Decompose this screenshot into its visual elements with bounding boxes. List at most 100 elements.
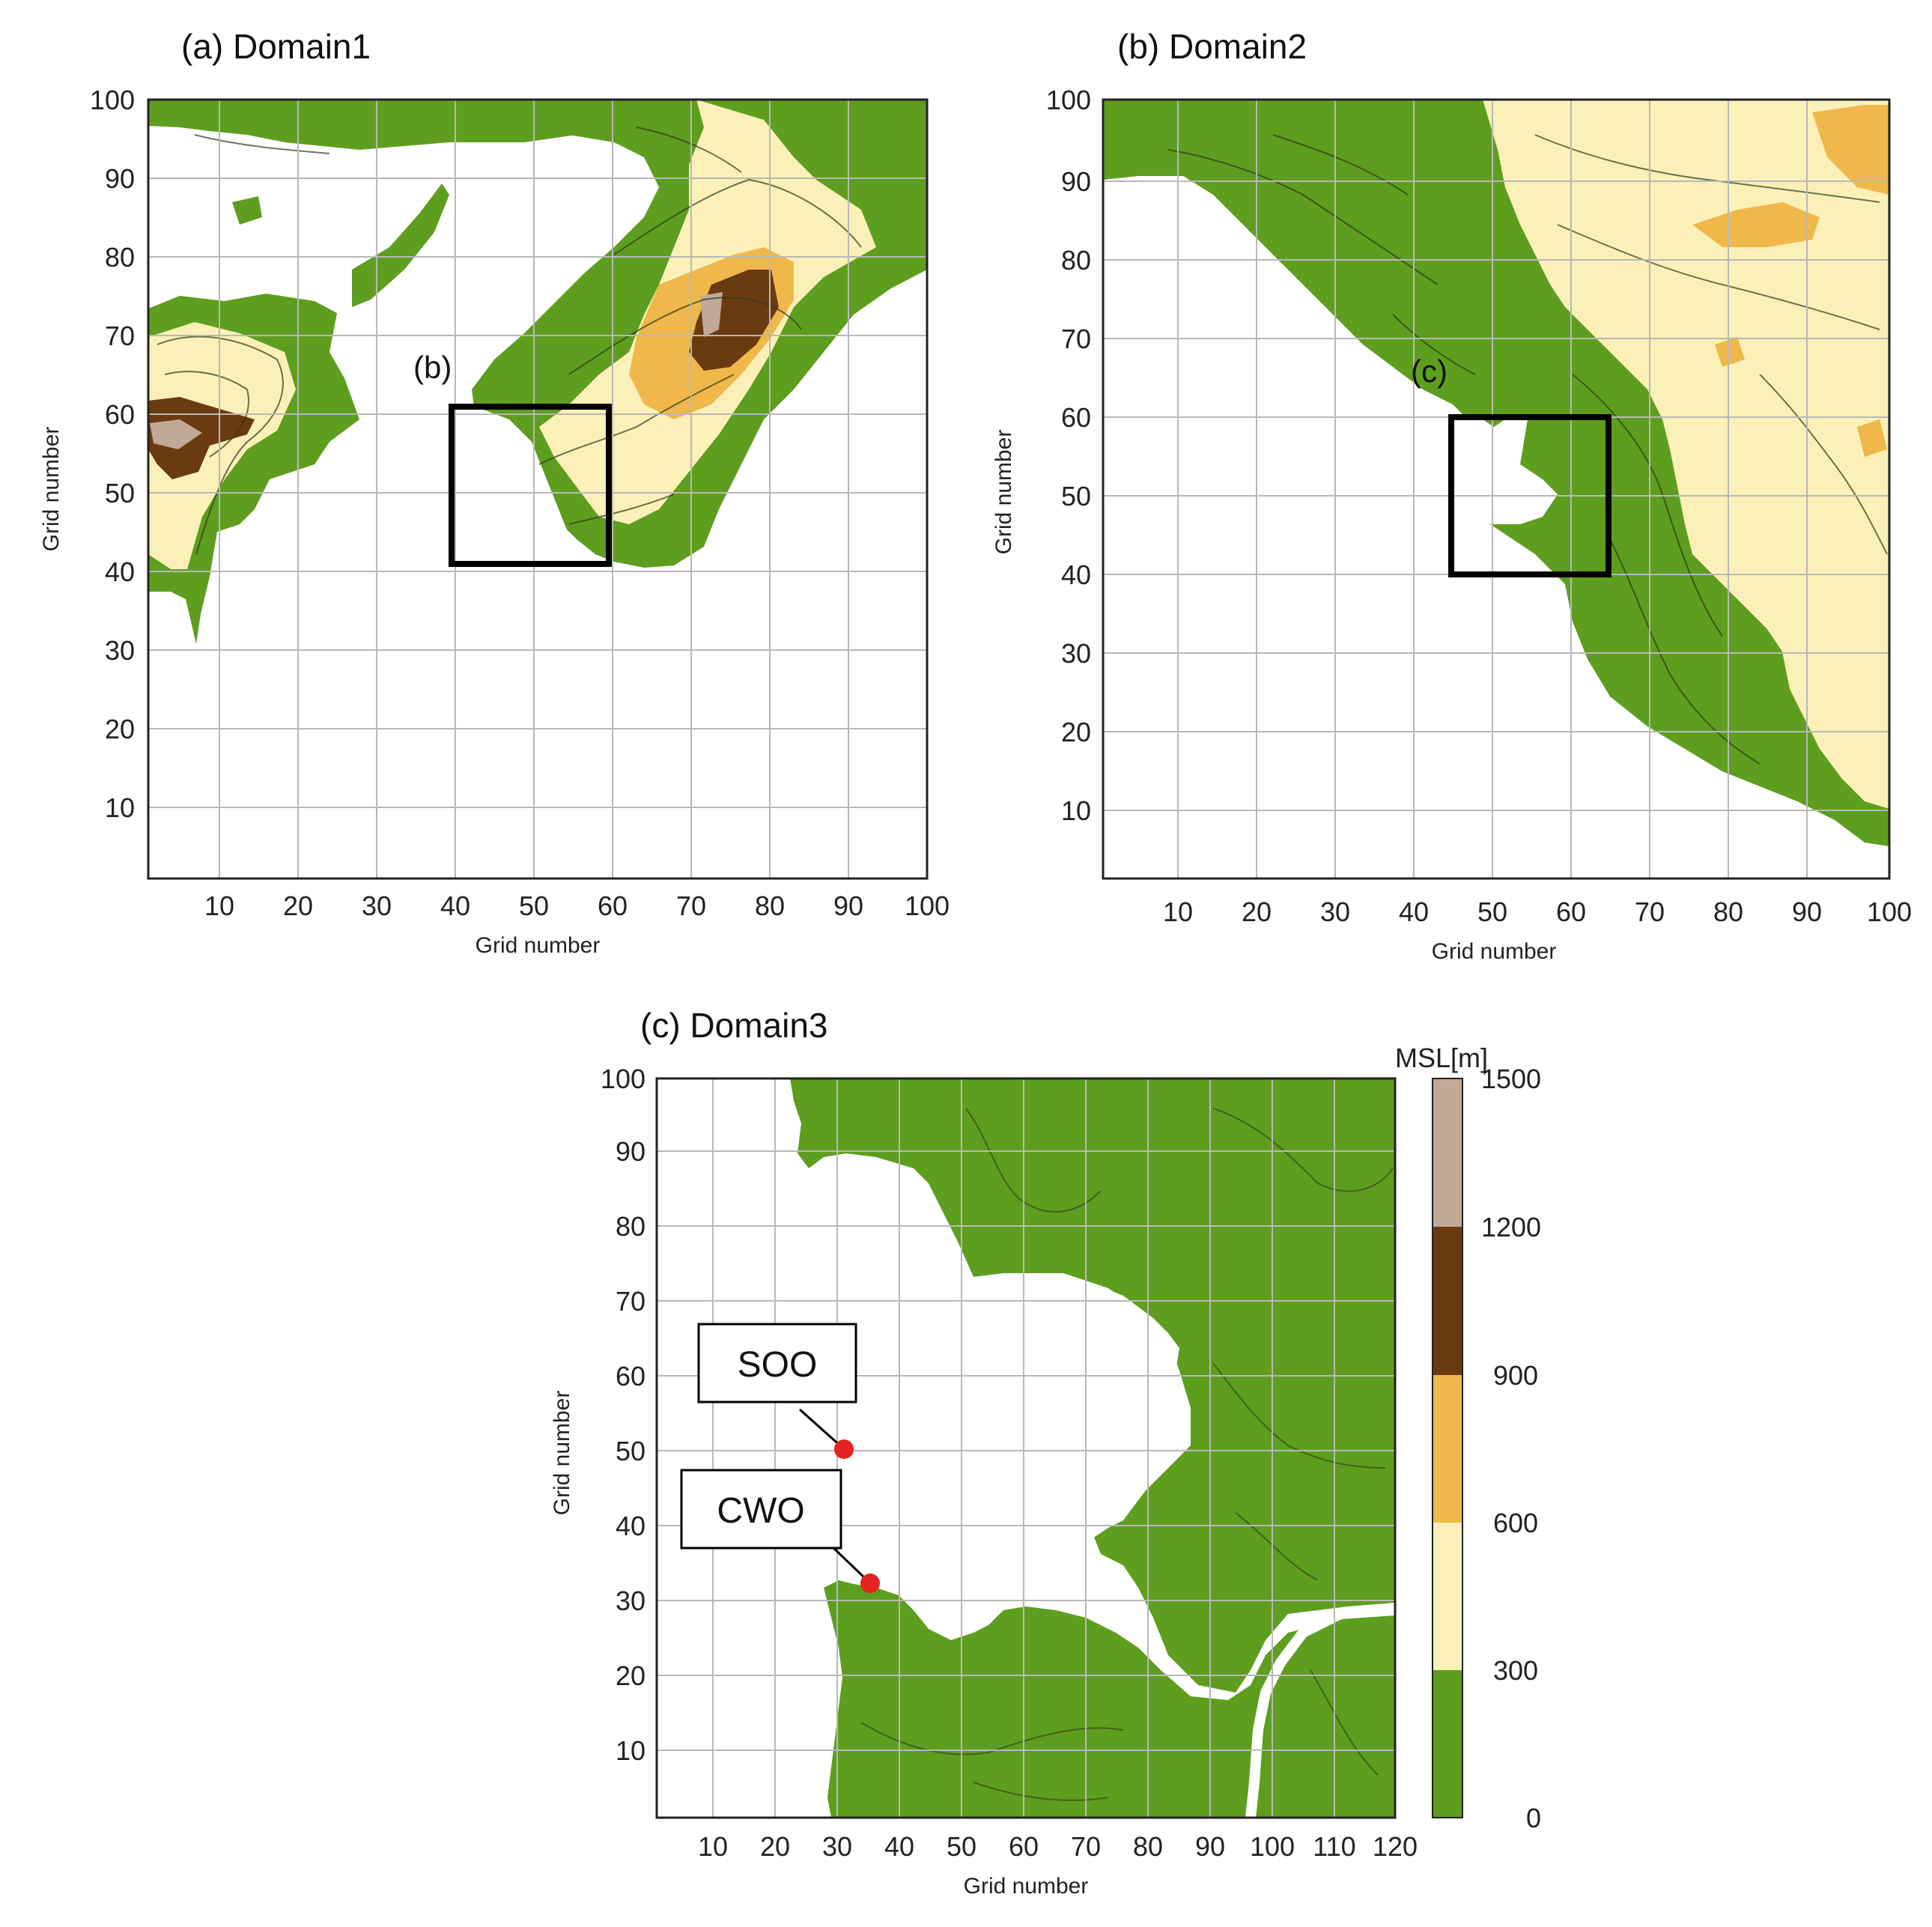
panel-c-title: (c) Domain3 <box>640 1006 828 1045</box>
panel-c-ytick: 60 <box>616 1361 645 1392</box>
panel-b-contours <box>1167 134 1888 765</box>
colorbar-tick: 900 <box>1493 1360 1538 1391</box>
panel-c-ytick: 100 <box>601 1063 645 1094</box>
panel-a-ytick: 70 <box>105 321 135 351</box>
panel-b-xlabel: Grid number <box>1432 939 1557 964</box>
panel-c-ytick: 70 <box>616 1286 645 1317</box>
panel-b-title: (b) Domain2 <box>1117 27 1307 66</box>
panel-c-water-central <box>831 1183 1191 1610</box>
panel-b-xtick: 80 <box>1713 896 1743 927</box>
panel-a-mountain-west <box>148 397 255 479</box>
colorbar-segment-1200-1500 <box>1433 1078 1462 1227</box>
panel-a-xtick: 10 <box>204 890 234 921</box>
panel-c-ylabel: Grid number <box>550 1391 574 1516</box>
panel-b-terrain <box>1103 100 1889 878</box>
station-cwo-leader <box>830 1544 869 1582</box>
panel-b: (b) Domain2 <box>991 27 1912 964</box>
panel-a-islet-north <box>232 196 262 225</box>
panel-c-xtick: 80 <box>1133 1831 1163 1862</box>
panel-a-xlabel: Grid number <box>476 933 601 958</box>
panel-b-ytick: 20 <box>1061 717 1091 747</box>
panel-c-ytick: 30 <box>616 1585 645 1616</box>
panel-c-xtick: 40 <box>884 1831 914 1862</box>
colorbar-tick: 600 <box>1493 1508 1538 1538</box>
panel-c-xtick: 20 <box>760 1831 790 1862</box>
panel-a-xtick: 30 <box>362 890 392 921</box>
panel-c-ytick: 20 <box>616 1660 645 1691</box>
panel-c-xtick: 10 <box>698 1831 728 1862</box>
station-soo-label: SOO <box>738 1345 818 1385</box>
panel-a-xtick: 90 <box>833 890 863 921</box>
panel-b-mountain-1 <box>1692 202 1820 247</box>
panel-a-xtick: 60 <box>598 890 628 921</box>
colorbar-frame <box>1432 1078 1463 1818</box>
panel-c-ytick: 40 <box>616 1511 645 1541</box>
panel-b-ytick: 40 <box>1061 559 1091 590</box>
panel-c-xtick: 60 <box>1009 1831 1039 1862</box>
panel-a-ytick: 40 <box>105 556 135 587</box>
panel-c-contours <box>860 1108 1394 1801</box>
panel-a-ytick: 100 <box>90 85 135 115</box>
panel-c-grid <box>657 1078 1395 1818</box>
station-soo-box <box>697 1323 857 1403</box>
panel-b-xtick: 70 <box>1635 896 1665 927</box>
panel-a-terrain <box>148 100 927 878</box>
panel-b-highland-south <box>1782 569 1889 749</box>
panel-c-xtick: 120 <box>1373 1831 1418 1862</box>
panel-b-ytick: 90 <box>1061 166 1091 197</box>
panel-a-ytick: 50 <box>105 478 135 509</box>
panel-c-xticks: 10 20 30 40 50 60 70 80 90 100 110 120 <box>698 1831 1418 1862</box>
panel-c-frame <box>655 1077 1397 1819</box>
colorbar-tick: 1500 <box>1481 1063 1541 1094</box>
panel-c-terrain <box>657 1078 1395 1818</box>
panel-a-ytick: 90 <box>105 163 135 194</box>
colorbar: MSL[m] 0 300 600 900 1200 1500 <box>1395 1043 1541 1833</box>
panel-a-land-north <box>148 100 603 150</box>
colorbar-tick: 1200 <box>1481 1212 1541 1242</box>
panel-a-ytick: 20 <box>105 714 135 744</box>
panel-a-peak-west <box>150 419 202 449</box>
panel-b-frame <box>1102 98 1891 880</box>
panel-b-mountain-2 <box>1812 105 1889 195</box>
colorbar-segment-300-600 <box>1433 1523 1462 1670</box>
panel-b-yticks: 10 20 30 40 50 60 70 80 90 100 <box>1046 85 1091 826</box>
panel-b-xtick: 100 <box>1867 896 1912 927</box>
panel-a-xtick: 50 <box>519 890 549 921</box>
panel-b-xtick: 40 <box>1399 896 1429 927</box>
panel-a-inset-box <box>449 404 612 567</box>
panel-b-ytick: 70 <box>1061 324 1091 354</box>
panel-a-xtick: 70 <box>676 890 706 921</box>
panel-c-ytick: 80 <box>616 1211 645 1242</box>
panel-a-xticks: 10 20 30 40 50 60 70 80 90 100 <box>204 890 950 921</box>
panel-a-xtick: 20 <box>283 890 313 921</box>
panel-a-title: (a) Domain1 <box>181 27 371 66</box>
panel-c-xtick: 50 <box>947 1831 976 1862</box>
panel-b-inset-label: (c) <box>1411 353 1448 389</box>
panel-a-ytick: 60 <box>105 399 135 430</box>
panel-a: (a) Domain1 <box>39 27 950 958</box>
panel-c: (c) Domain3 <box>550 1006 1418 1899</box>
panel-a-frame <box>147 98 929 880</box>
panel-a-bay <box>449 404 577 569</box>
station-cwo-label: CWO <box>717 1491 804 1531</box>
panel-b-mountain-4 <box>1857 419 1887 457</box>
panel-a-grid <box>148 100 927 878</box>
panel-c-ytick: 90 <box>616 1136 645 1167</box>
panel-c-xtick: 100 <box>1250 1831 1295 1862</box>
station-cwo: CWO <box>680 1469 880 1593</box>
panel-c-yticks: 10 20 30 40 50 60 70 80 90 100 <box>601 1063 645 1766</box>
panel-c-ytick: 50 <box>616 1436 645 1466</box>
panel-b-ytick: 100 <box>1046 85 1091 115</box>
panel-a-ylabel: Grid number <box>39 427 64 552</box>
panel-a-highland-west <box>148 322 296 569</box>
station-soo-leader <box>799 1408 842 1448</box>
panel-b-ylabel: Grid number <box>991 430 1016 555</box>
panel-a-ytick: 80 <box>105 242 135 273</box>
colorbar-ticks: 0 300 600 900 1200 1500 <box>1481 1063 1541 1833</box>
panel-a-inset-label: (b) <box>413 350 452 385</box>
panel-b-ytick: 80 <box>1061 245 1091 276</box>
panel-b-mountain-3 <box>1715 337 1745 367</box>
colorbar-segment-0-300 <box>1433 1670 1462 1818</box>
panel-b-bay <box>1449 416 1558 539</box>
